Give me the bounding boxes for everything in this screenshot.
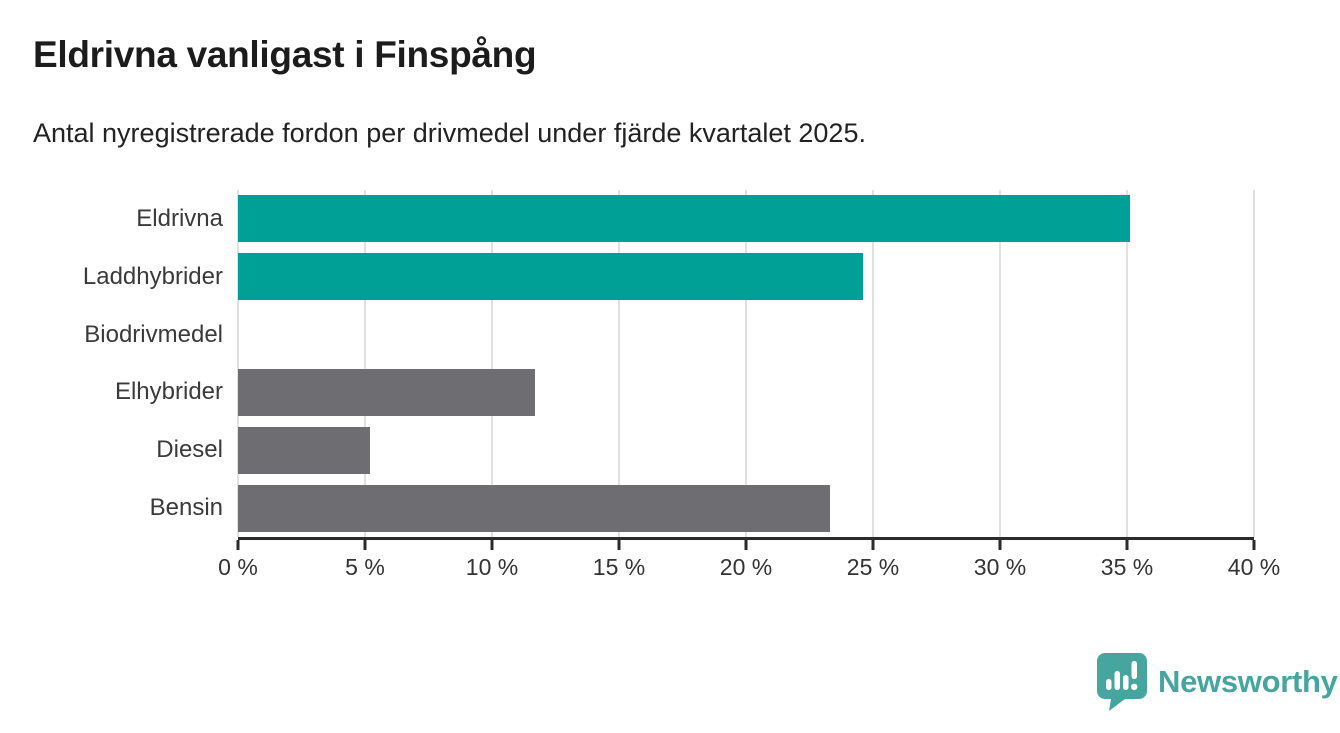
axis-tick-label: 25 % xyxy=(846,554,900,580)
gridline xyxy=(491,190,493,537)
chart-row: Biodrivmedel xyxy=(0,306,1254,364)
category-label: Eldrivna xyxy=(136,204,223,232)
axis-tick-label: 40 % xyxy=(1227,554,1281,580)
chart-subtitle: Antal nyregistrerade fordon per drivmede… xyxy=(33,118,866,148)
newsworthy-logo: Newsworthy xyxy=(1097,652,1338,712)
gridline xyxy=(1126,190,1128,537)
gridline xyxy=(999,190,1001,537)
bar-bensin xyxy=(238,484,830,532)
axis-tick-label: 0 % xyxy=(218,554,258,580)
gridline xyxy=(872,190,874,537)
chart-title: Eldrivna vanligast i Finspång xyxy=(33,34,537,75)
category-label: Biodrivmedel xyxy=(84,320,223,348)
bar-track xyxy=(238,368,1254,416)
bar-track xyxy=(238,253,1254,301)
bar-laddhybrider xyxy=(238,253,863,301)
axis-tick-mark xyxy=(871,540,875,550)
category-label: Diesel xyxy=(156,436,223,464)
category-label: Elhybrider xyxy=(114,378,223,406)
category-label: Bensin xyxy=(149,494,223,522)
gridline xyxy=(1253,190,1255,537)
bar-track xyxy=(238,195,1254,243)
bar-eldrivna xyxy=(238,195,1130,243)
axis-tick-mark xyxy=(363,540,367,550)
newsworthy-wordmark: Newsworthy xyxy=(1158,664,1338,699)
chart-row: Bensin xyxy=(0,479,1254,537)
axis-tick-label: 30 % xyxy=(973,554,1027,580)
chart-row: Eldrivna xyxy=(0,190,1254,248)
axis-tick-label: 5 % xyxy=(345,554,385,580)
axis-tick-label: 15 % xyxy=(592,554,646,580)
axis-tick-label: 20 % xyxy=(719,554,773,580)
x-axis: 0 % 5 % 10 % 15 % 20 % 25 % 30 % 35 % 40 % xyxy=(218,540,1280,585)
newsworthy-bubble-chart-icon xyxy=(1097,653,1147,711)
gridline xyxy=(745,190,747,537)
bar-track xyxy=(238,426,1254,474)
bar-elhybrider xyxy=(238,368,536,416)
bar-chart: Eldrivna Laddhybrider Biodrivmedel Elhybrid… xyxy=(0,190,1280,580)
chart-row: Elhybrider xyxy=(0,363,1254,421)
gridline xyxy=(364,190,366,537)
axis-tick-mark xyxy=(1252,540,1256,550)
plot-area xyxy=(237,190,1255,540)
axis-tick-mark xyxy=(744,540,748,550)
axis-tick-label: 10 % xyxy=(465,554,519,580)
axis-tick-mark xyxy=(490,540,494,550)
bar-diesel xyxy=(238,426,371,474)
axis-tick-mark xyxy=(236,540,240,550)
axis-tick-label: 35 % xyxy=(1100,554,1154,580)
bar-track xyxy=(238,311,1254,358)
gridline xyxy=(237,190,239,537)
category-label: Laddhybrider xyxy=(82,262,223,290)
axis-tick-mark xyxy=(1125,540,1129,550)
axis-tick-mark xyxy=(617,540,621,550)
gridline xyxy=(618,190,620,537)
chart-row: Laddhybrider xyxy=(0,248,1254,306)
bar-track xyxy=(238,484,1254,532)
axis-tick-mark xyxy=(998,540,1002,550)
bar-rows: Eldrivna Laddhybrider Biodrivmedel Elhybrid… xyxy=(0,190,1254,537)
chart-row: Diesel xyxy=(0,421,1254,479)
